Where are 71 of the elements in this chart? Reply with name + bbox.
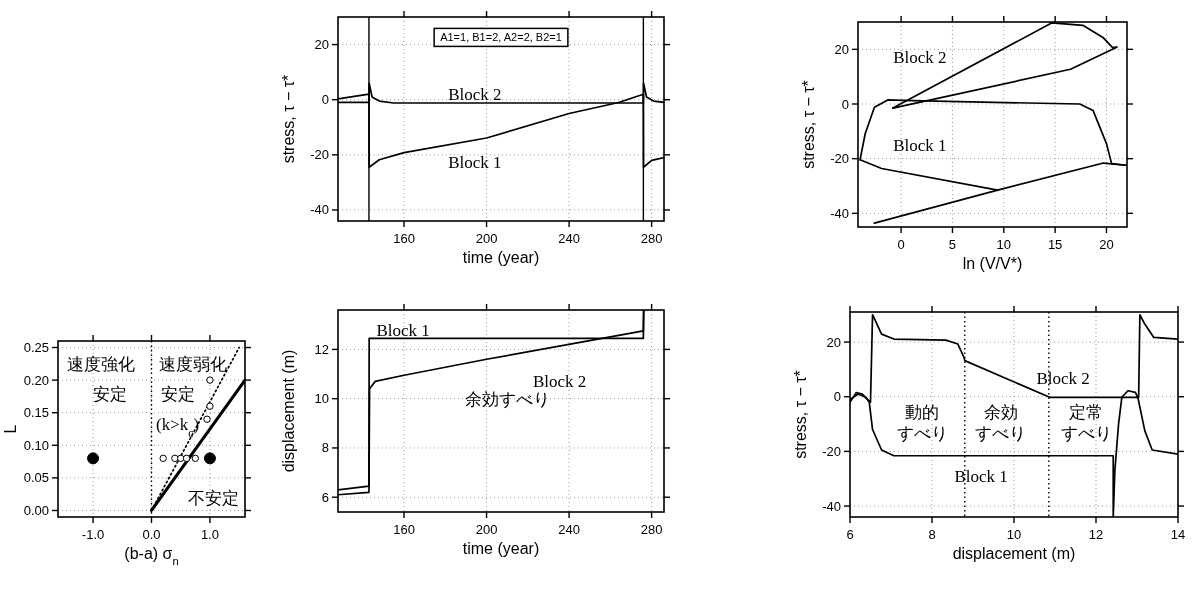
x-tick-label: 160 [393, 522, 415, 537]
y-tick-label: 8 [321, 440, 329, 456]
x-tick-label: 10 [1006, 527, 1022, 542]
y-tick-label: -20 [830, 151, 849, 167]
x-tick-label: 14 [1170, 527, 1186, 542]
x-tick-label: 0 [897, 237, 905, 252]
x-axis-title: displacement (m) [952, 545, 1076, 562]
annotation: Block 2 [448, 85, 502, 105]
annotation: 不安定 [187, 488, 239, 508]
annotation: Block 1 [893, 135, 947, 155]
y-tick-label: -20 [310, 147, 329, 163]
x-tick-label: 280 [640, 231, 663, 246]
x-tick-label: -1.0 [81, 527, 105, 542]
annotation: Block 1 [954, 466, 1008, 486]
x-axis-title: time (year) [462, 249, 540, 266]
x-tick-label: 240 [558, 522, 580, 537]
x-tick-label: 12 [1088, 527, 1104, 542]
annotation: Block 2 [893, 47, 947, 67]
x-axis-title: ln (V/V*) [962, 255, 1023, 272]
annotation: Block 2 [533, 371, 587, 391]
y-tick-label: -40 [310, 202, 329, 218]
annotation: Block 2 [1036, 368, 1090, 388]
annotation: 動的すべり [896, 403, 948, 444]
x-tick-label: 15 [1047, 237, 1063, 252]
y-tick-label: 0.05 [23, 470, 49, 486]
annotation: 速度弱化 [158, 354, 227, 374]
annotation: Block 1 [448, 152, 502, 172]
x-tick-label: 0.0 [142, 527, 161, 542]
y-tick-label: 12 [314, 341, 329, 357]
y-tick-label: -40 [830, 205, 849, 221]
y-tick-label: 20 [314, 37, 329, 53]
y-axis-title: stress, τ − τ* [280, 74, 297, 164]
y-tick-label: 20 [826, 334, 841, 350]
annotation: 余効すべり [975, 403, 1027, 444]
x-tick-label: 240 [558, 231, 580, 246]
annotation: 速度強化 [67, 354, 136, 374]
x-tick-label: 20 [1099, 237, 1114, 252]
x-axis-title: (b-a) σ$_{n}$ [124, 545, 179, 567]
x-tick-label: 10 [996, 237, 1012, 252]
y-tick-label: 0 [321, 92, 329, 108]
y-axis-title: stress, τ − τ* [792, 370, 809, 459]
y-tick-label: -20 [822, 443, 841, 459]
y-axis-title: displacement (m) [280, 349, 297, 473]
x-tick-label: 200 [475, 231, 498, 246]
x-axis-title: time (year) [462, 540, 540, 557]
y-tick-label: 20 [834, 41, 849, 57]
x-tick-label: 200 [475, 522, 498, 537]
y-axis-title: L [2, 424, 19, 434]
annotation: (k>k$_{c}$) [156, 414, 200, 440]
y-tick-label: 0.00 [23, 502, 49, 518]
x-tick-label: 280 [640, 522, 663, 537]
y-tick-label: 0.25 [23, 340, 49, 356]
x-tick-label: 5 [948, 237, 957, 252]
y-tick-label: 0 [833, 389, 841, 405]
annotation: 安定 [160, 384, 195, 404]
y-tick-label: 0 [841, 96, 849, 112]
y-tick-label: 0.10 [23, 437, 49, 453]
y-tick-label: 0.15 [23, 405, 49, 421]
x-tick-label: 1.0 [200, 527, 219, 542]
x-tick-label: 160 [393, 231, 415, 246]
y-axis-title: stress, τ − τ* [800, 80, 817, 169]
x-tick-label: 8 [928, 527, 936, 542]
annotation: A1=1, B1=2, A2=2, B2=1 [440, 31, 562, 44]
annotation: 余効すべり [465, 389, 551, 409]
annotation: Block 1 [376, 321, 430, 341]
y-tick-label: -40 [822, 498, 841, 514]
annotation: 安定 [93, 384, 128, 404]
y-tick-label: 6 [321, 489, 329, 505]
y-tick-label: 10 [314, 391, 329, 407]
y-tick-label: 0.20 [23, 372, 49, 388]
annotation: 定常すべり [1060, 403, 1112, 444]
